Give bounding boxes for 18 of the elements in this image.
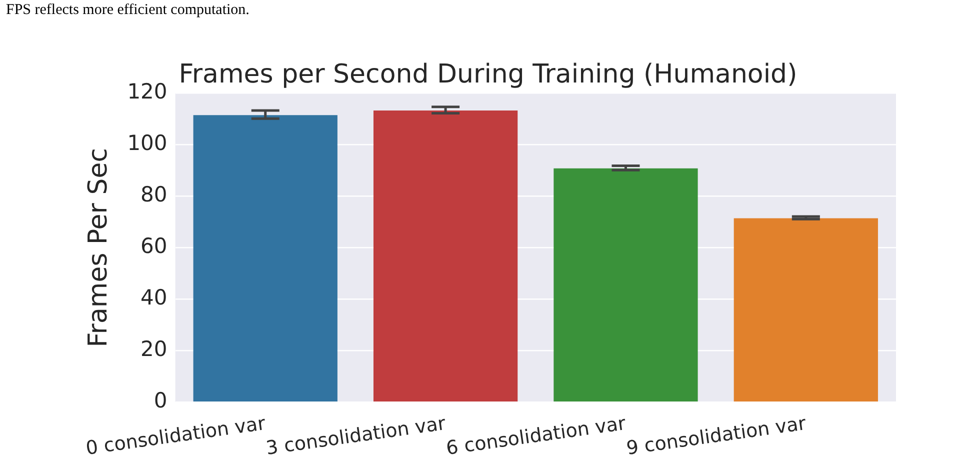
y-tick-label: 80 <box>140 182 168 207</box>
y-tick-label: 0 <box>154 388 168 413</box>
x-tick-label: 9 consolidation var <box>624 412 808 460</box>
x-tick-label: 0 consolidation var <box>84 412 267 460</box>
y-axis-title: Frames Per Sec <box>83 148 114 348</box>
bar <box>193 115 338 402</box>
y-tick-label: 40 <box>140 286 168 310</box>
y-tick-label: 20 <box>140 337 168 362</box>
y-tick-label: 100 <box>127 131 168 156</box>
bar <box>373 110 518 402</box>
bar <box>554 168 698 402</box>
chart-title: Frames per Second During Training (Humanoid) <box>178 59 798 90</box>
x-tick-label: 3 consolidation var <box>264 412 448 460</box>
text: FPS reflects more efficient computation. <box>6 2 250 19</box>
y-tick-label: 60 <box>140 234 168 258</box>
bar <box>734 218 878 402</box>
x-tick-label: 6 consolidation var <box>444 412 628 460</box>
y-tick-label: 120 <box>127 80 168 104</box>
